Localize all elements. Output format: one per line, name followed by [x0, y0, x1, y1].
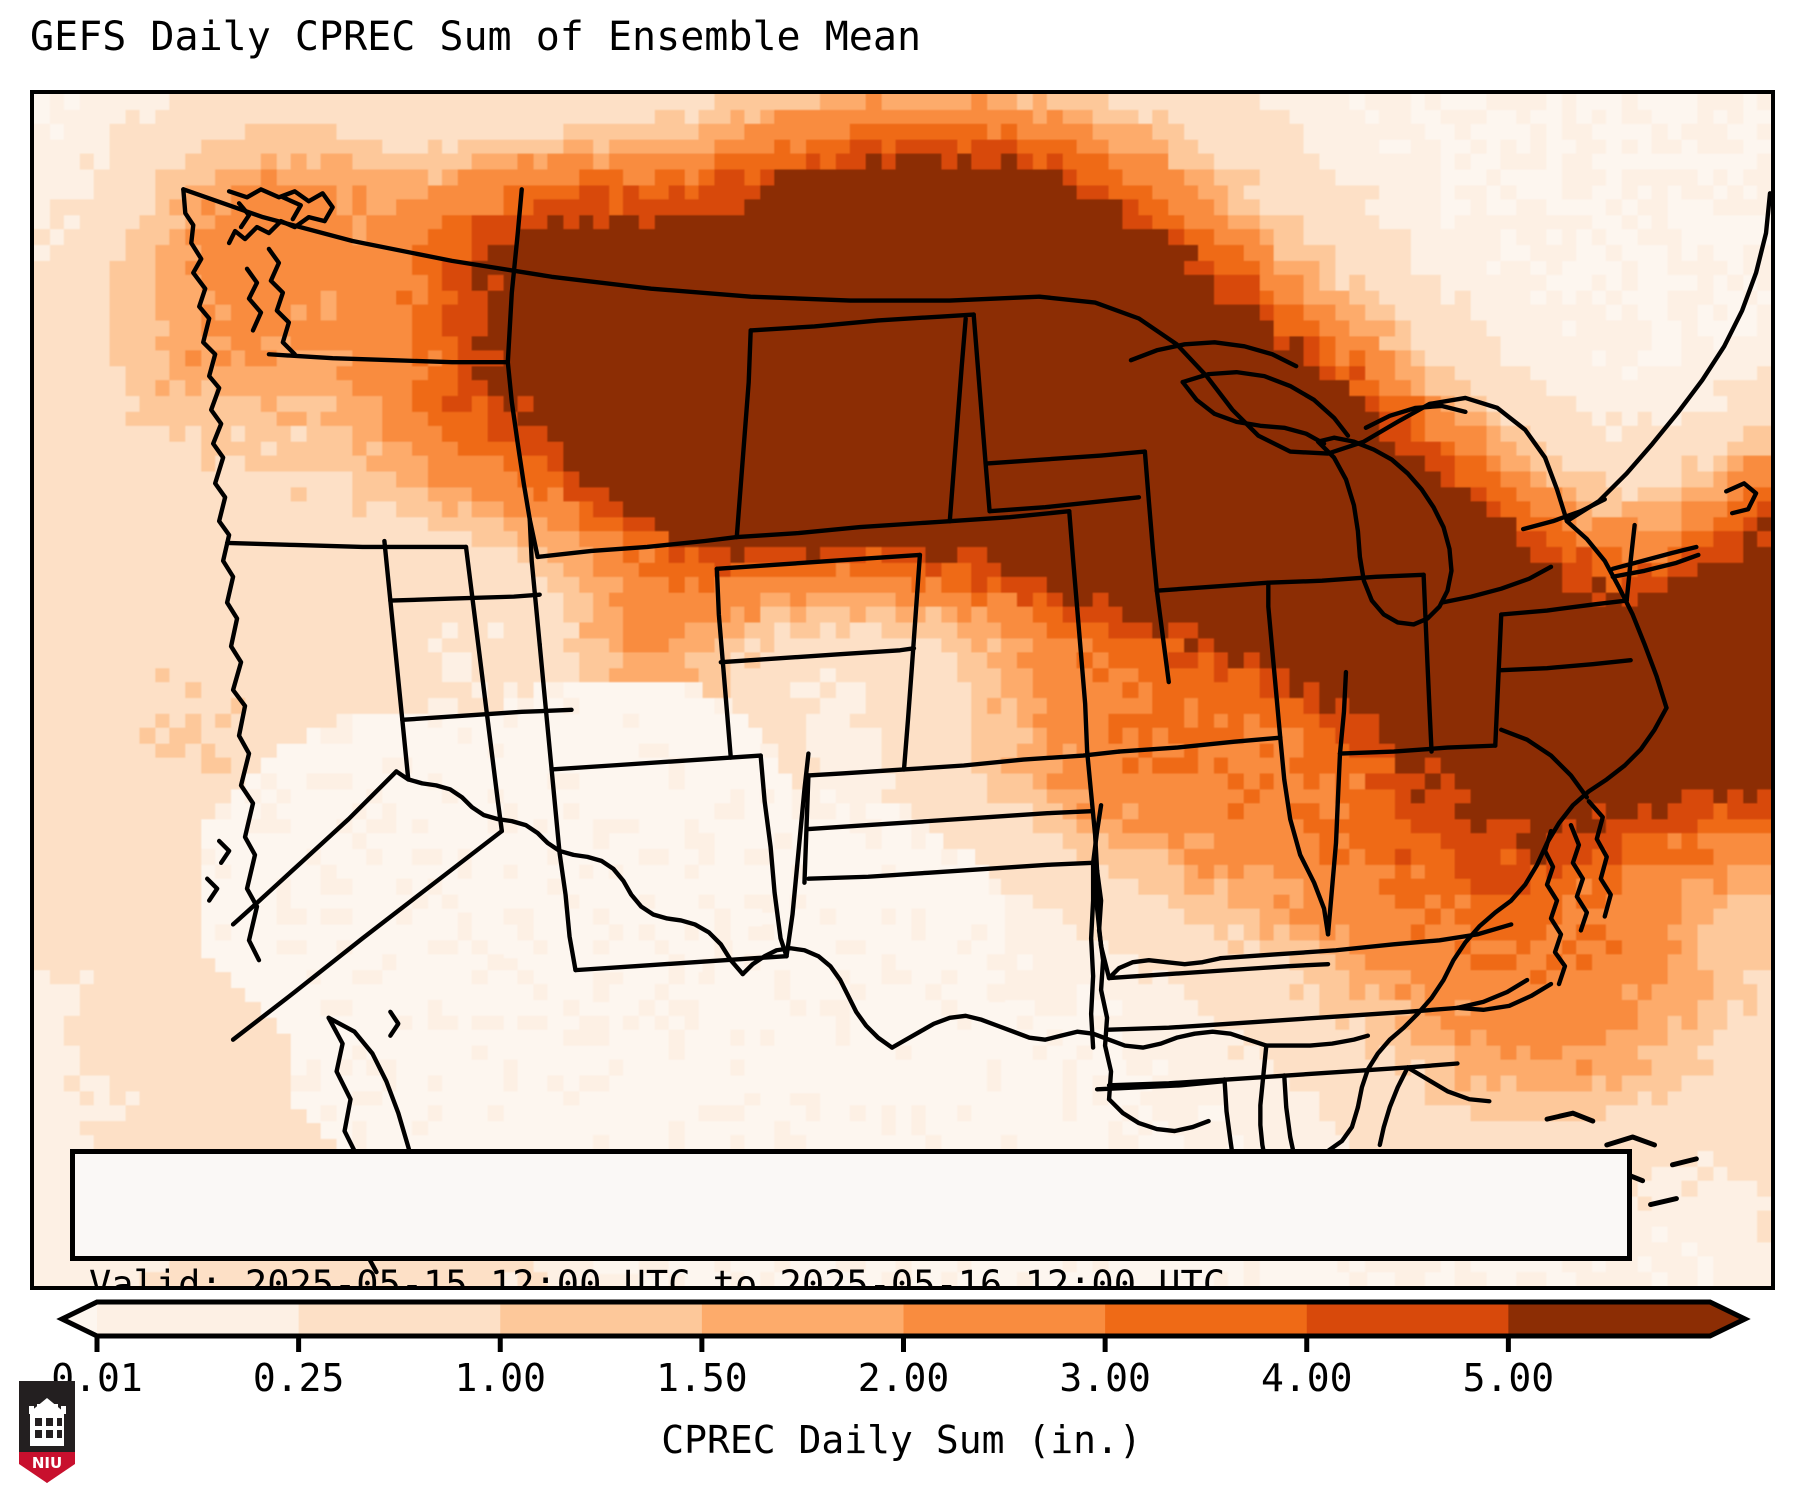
colorbar-tick-labels: 0.01 0.25 1.00 1.50 2.00 3.00 4.00 5.00 [0, 1356, 1803, 1406]
colorbar-tick-label: 2.00 [857, 1356, 950, 1400]
colorbar-tick-label: 3.00 [1059, 1356, 1151, 1400]
niu-red-band [19, 1452, 75, 1483]
colorbar-ticks [94, 1336, 1511, 1352]
colorbar-band [500, 1302, 703, 1336]
colorbar-over-arrow [1710, 1302, 1745, 1336]
colorbar-band [903, 1302, 1106, 1336]
colorbar-tick-label: 0.25 [252, 1356, 345, 1400]
colorbar-outline [56, 1299, 1751, 1339]
map-panel: Valid: 2025-05-15 12:00 UTC to 2025-05-1… [30, 90, 1775, 1290]
colorbar-axis-label: CPREC Daily Sum (in.) [661, 1418, 1142, 1462]
colorbar-band [1306, 1302, 1509, 1336]
forecast-info-box: Valid: 2025-05-15 12:00 UTC to 2025-05-1… [70, 1149, 1632, 1286]
colorbar [0, 1292, 1803, 1354]
niu-wordmark: NIU [32, 1454, 62, 1472]
niu-castle-icon [29, 1398, 66, 1446]
colorbar-tick-label: 4.00 [1260, 1356, 1353, 1400]
niu-logo: NIU [19, 1381, 75, 1483]
colorbar-band [298, 1302, 501, 1336]
colorbar-band [97, 1302, 300, 1336]
colorbar-tick-label: 5.00 [1462, 1356, 1555, 1400]
colorbar-band [1105, 1302, 1308, 1336]
colorbar-svg [56, 1299, 1751, 1352]
colorbar-band [1508, 1302, 1711, 1336]
precipitation-heatmap-raster [34, 94, 1771, 1286]
colorbar-under-arrow [62, 1302, 97, 1336]
niu-castle-windows [35, 1418, 62, 1438]
page-title: GEFS Daily CPREC Sum of Ensemble Mean [30, 14, 922, 60]
colorbar-tick-label: 1.50 [656, 1356, 748, 1400]
colorbar-band [701, 1302, 905, 1336]
valid-time-text: Valid: 2025-05-15 12:00 UTC to 2025-05-1… [89, 1263, 1226, 1290]
colorbar-bands [62, 1302, 1745, 1336]
colorbar-tick-label: 1.00 [454, 1356, 547, 1400]
